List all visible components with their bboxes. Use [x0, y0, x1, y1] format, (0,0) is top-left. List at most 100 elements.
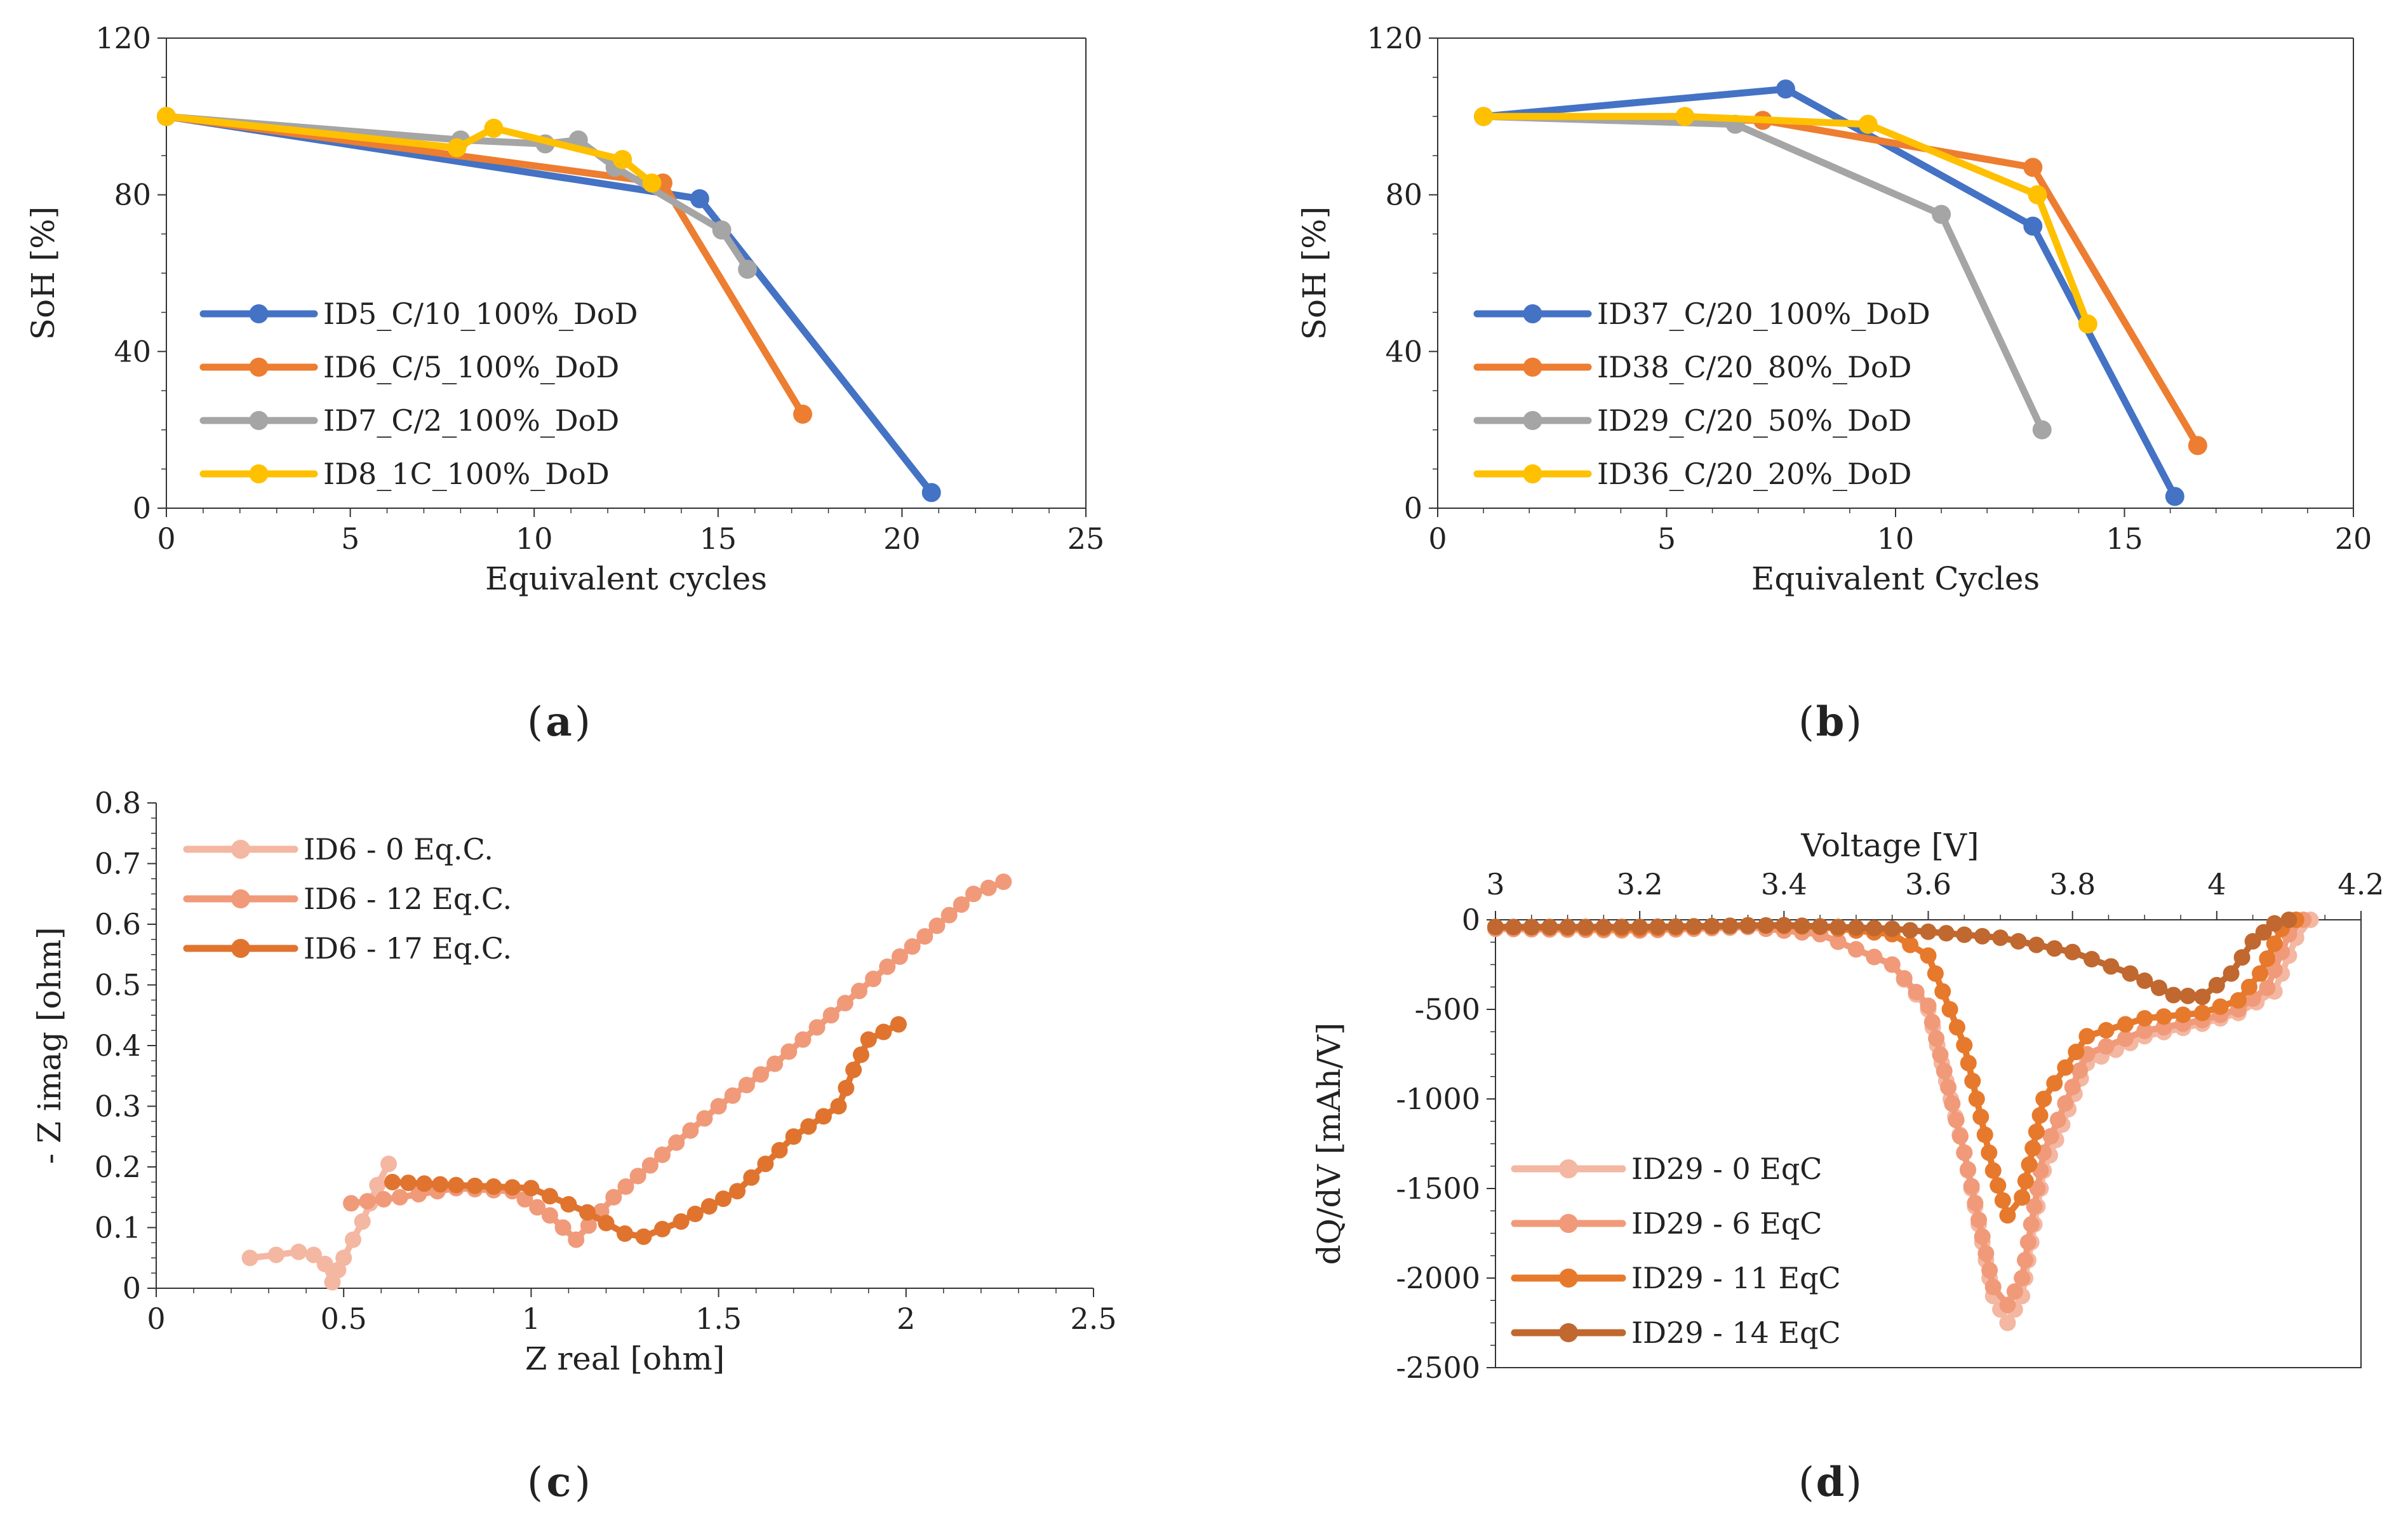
legend-label: ID8_1C_100%_DoD [323, 457, 610, 491]
data-point [2064, 1079, 2081, 1096]
legend-label: ID6 - 0 Eq.C. [304, 832, 493, 866]
data-point [1883, 920, 1901, 938]
caption-d-open: ( [1798, 1459, 1814, 1506]
caption-c-close: ) [575, 1459, 591, 1506]
data-point [484, 118, 504, 138]
data-point [2010, 933, 2027, 950]
data-point [822, 1007, 839, 1024]
data-point [729, 1183, 746, 1200]
data-point [1776, 79, 1795, 99]
data-point [1974, 1228, 1991, 1245]
data-point [560, 1195, 577, 1213]
caption-b: b [1816, 698, 1845, 746]
legend-swatch-marker [231, 889, 250, 908]
data-point [690, 189, 709, 208]
y-axis-label: SoH [%] [25, 206, 62, 340]
x-tick-label: 20 [883, 522, 921, 556]
data-point [865, 970, 882, 987]
y-tick-label: 0.6 [95, 907, 141, 941]
data-point [2259, 980, 2276, 997]
data-point [757, 1155, 774, 1173]
data-point [267, 1246, 284, 1263]
data-point [1992, 929, 2009, 946]
data-point [359, 1193, 376, 1210]
x-tick-label: 15 [2106, 522, 2143, 556]
data-point [2031, 1107, 2049, 1124]
data-point [1999, 1207, 2016, 1224]
data-point [1829, 933, 1847, 950]
legend-swatch-marker [1559, 1269, 1578, 1288]
data-point [400, 1175, 417, 1192]
data-point [1474, 107, 1494, 126]
y-tick-label: -2500 [1396, 1350, 1480, 1385]
data-point [2029, 1180, 2046, 1197]
data-point [2259, 950, 2276, 967]
data-point [2122, 965, 2139, 982]
data-point [743, 1169, 760, 1186]
data-point [157, 107, 176, 126]
legend-swatch-marker [231, 840, 250, 859]
data-point [879, 958, 896, 975]
y-tick-label: 80 [114, 178, 151, 212]
data-point [2078, 314, 2097, 334]
data-point [1847, 919, 1864, 936]
data-point [1940, 1079, 1957, 1096]
data-point [1956, 1144, 1973, 1161]
data-point [916, 928, 933, 945]
data-point [2046, 1075, 2063, 1092]
data-point [1937, 925, 1955, 942]
y-tick-label: 0.2 [95, 1150, 141, 1184]
data-point [714, 1190, 732, 1208]
data-point [2006, 1283, 2023, 1300]
legend-swatch-marker [1559, 1159, 1578, 1178]
data-point [541, 1188, 558, 1205]
y-tick-label: 0.4 [95, 1028, 141, 1063]
data-point [2017, 1173, 2034, 1190]
data-point [1932, 205, 1951, 224]
data-point [860, 1031, 877, 1048]
x-tick-label: 25 [1067, 522, 1105, 556]
x-tick-label: 10 [1877, 522, 1915, 556]
data-point [2212, 998, 2229, 1015]
data-point [2150, 980, 2167, 997]
caption-d: d [1816, 1458, 1845, 1506]
y-tick-label: 80 [1385, 178, 1422, 212]
legend-swatch-marker [1523, 358, 1542, 377]
x-tick-label: 2.5 [1070, 1302, 1116, 1336]
data-point [2194, 988, 2211, 1006]
data-point [2023, 158, 2043, 177]
data-point [1928, 1030, 1945, 1047]
x-tick-label: 4.2 [2338, 867, 2384, 901]
data-point [605, 1189, 622, 1206]
data-point [1948, 1019, 1965, 1036]
data-point [2023, 1216, 2040, 1233]
series-line [1480, 112, 2046, 434]
data-point [800, 1118, 817, 1135]
legend-swatch-marker [249, 411, 269, 430]
legend-label: ID29 - 14 EqC [1631, 1316, 1841, 1350]
data-point [1967, 1194, 1984, 1211]
data-point [851, 983, 867, 1000]
data-point [815, 1108, 832, 1125]
data-point [686, 1206, 704, 1223]
caption-b-close: ) [1846, 699, 1862, 746]
data-point [2028, 936, 2045, 953]
data-point [635, 1228, 652, 1245]
data-point [2165, 487, 2184, 506]
data-point [2208, 976, 2225, 993]
data-point [1994, 1192, 2011, 1209]
caption-a-close: ) [575, 699, 591, 746]
caption-c: c [547, 1458, 572, 1506]
y-tick-label: -1500 [1396, 1171, 1480, 1206]
x-axis-label: Voltage [V] [1800, 827, 1979, 864]
data-point [830, 1098, 847, 1115]
y-tick-label: 0 [1404, 491, 1422, 525]
data-point [2233, 949, 2251, 966]
data-point [2223, 965, 2240, 982]
legend-swatch-marker [1523, 464, 1542, 483]
data-point [1944, 1095, 1961, 1112]
data-point [1667, 918, 1684, 935]
legend-swatch-marker [231, 939, 250, 958]
data-point [891, 948, 908, 965]
panel-a: 0 40 80 120 0 5 10 15 20 25 Equivalent cycles SoH [… [25, 21, 1104, 746]
